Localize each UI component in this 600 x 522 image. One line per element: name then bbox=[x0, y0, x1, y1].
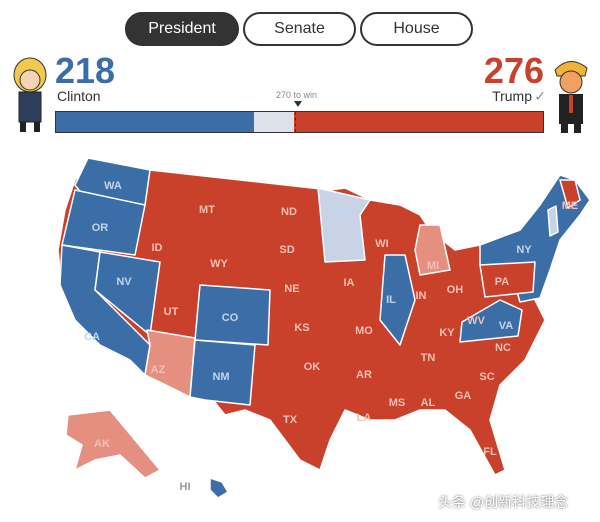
tab[interactable]: Senate bbox=[243, 12, 356, 46]
state-label: MO bbox=[355, 325, 373, 337]
state-label: KS bbox=[294, 322, 309, 334]
trump-avatar bbox=[554, 61, 588, 133]
state-label: ME bbox=[562, 200, 579, 212]
state-label: PA bbox=[495, 276, 510, 288]
trump-name: Trump bbox=[492, 88, 532, 104]
state-label: CO bbox=[222, 312, 239, 324]
state-label: SC bbox=[479, 371, 494, 383]
state-label: MI bbox=[427, 260, 439, 272]
clinton-name: Clinton bbox=[57, 88, 101, 104]
state-label: TX bbox=[283, 414, 298, 426]
state-co[interactable] bbox=[194, 284, 271, 346]
state-label: NC bbox=[495, 342, 511, 354]
state-label: MT bbox=[199, 204, 215, 216]
state-ak[interactable] bbox=[65, 409, 161, 479]
state-label: AK bbox=[94, 438, 110, 450]
state-label: SD bbox=[279, 244, 294, 256]
state-or[interactable] bbox=[61, 189, 146, 256]
tab[interactable]: President bbox=[125, 12, 239, 46]
state-label: NY bbox=[516, 244, 532, 256]
state-label: AZ bbox=[151, 364, 166, 376]
state-label: AL bbox=[421, 397, 436, 409]
state-label: MS bbox=[389, 397, 406, 409]
state-label: MN bbox=[334, 206, 351, 218]
clinton-bar bbox=[56, 112, 254, 132]
state-label: WY bbox=[210, 258, 228, 270]
clinton-avatar bbox=[13, 57, 47, 132]
state-mn[interactable] bbox=[317, 187, 371, 263]
state-label: GA bbox=[455, 390, 472, 402]
state-label: OK bbox=[304, 361, 321, 373]
state-label: WA bbox=[104, 180, 122, 192]
state-hi[interactable] bbox=[209, 477, 229, 499]
state-label: LA bbox=[357, 412, 372, 424]
clinton-votes: 218 bbox=[55, 50, 116, 91]
state-label: UT bbox=[164, 306, 179, 318]
state-label: WI bbox=[375, 238, 388, 250]
tab[interactable]: House bbox=[360, 12, 473, 46]
state-nm[interactable] bbox=[189, 339, 256, 406]
state-label: CA bbox=[84, 331, 100, 343]
state-label: FL bbox=[483, 446, 497, 458]
state-label: VA bbox=[499, 320, 514, 332]
trump-bar bbox=[294, 112, 543, 132]
trump-votes: 276 bbox=[483, 50, 544, 91]
state-pa[interactable] bbox=[479, 261, 536, 298]
vote-bar bbox=[55, 111, 544, 133]
state-label: TN bbox=[421, 352, 436, 364]
state-label: KY bbox=[439, 327, 455, 339]
state-mi[interactable] bbox=[414, 224, 451, 276]
threshold-label: 270 to win bbox=[276, 90, 318, 100]
state-label: OR bbox=[92, 222, 109, 234]
state-label: WV bbox=[467, 315, 485, 327]
threshold-line bbox=[295, 112, 296, 132]
avatars bbox=[13, 57, 588, 133]
state-label: OH bbox=[447, 284, 464, 296]
state-label: NE bbox=[284, 283, 299, 295]
state-label: NM bbox=[212, 371, 229, 383]
state-label: IA bbox=[344, 277, 355, 289]
state-label: AR bbox=[356, 369, 372, 381]
state-label: ND bbox=[281, 206, 297, 218]
state-label: IL bbox=[386, 294, 396, 306]
undecided-bar bbox=[254, 112, 294, 132]
state-me-district[interactable] bbox=[559, 179, 581, 209]
threshold-marker bbox=[294, 101, 302, 107]
state-label: IN bbox=[416, 290, 427, 302]
state-label: HI bbox=[180, 481, 191, 493]
watermark: 头条 @创新科技理念 bbox=[438, 494, 569, 510]
winner-check: ✓ bbox=[534, 88, 546, 104]
state-va[interactable] bbox=[459, 299, 523, 343]
state-il[interactable] bbox=[379, 254, 416, 346]
state-label: ID bbox=[152, 242, 163, 254]
state-label: NV bbox=[116, 276, 132, 288]
state-nh[interactable] bbox=[547, 205, 559, 237]
